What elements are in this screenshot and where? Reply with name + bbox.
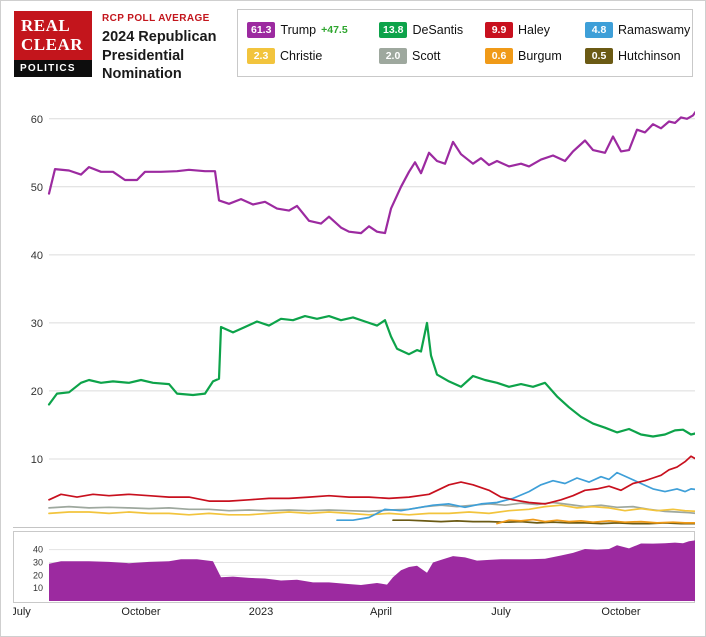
legend-item-christie[interactable]: 2.3 Christie [247,47,375,65]
legend-item-ramaswamy[interactable]: 4.8 Ramaswamy [585,21,691,39]
legend-value-badge: 2.0 [379,47,407,65]
poll-trend-chart[interactable]: 10 20 30 40 50 60 10 20 30 40 July October 2023 April… [13,91,695,623]
title-block: RCP POLL AVERAGE 2024 Republican Preside… [102,13,254,84]
series-line-ramaswamy [336,471,695,522]
series-line-scott [48,501,695,515]
legend-value-badge: 0.6 [485,47,513,65]
spread-area [49,540,695,601]
legend-item-trump[interactable]: 61.3 Trump +47.5 [247,21,375,39]
legend-item-haley[interactable]: 9.9 Haley [485,21,581,39]
legend-value-badge: 9.9 [485,21,513,39]
legend-value-badge: 4.8 [585,21,613,39]
axis-tick-label: 10 [33,583,43,593]
legend-item-scott[interactable]: 2.0 Scott [379,47,481,65]
axis-tick-label: April [370,606,392,618]
series-line-christie [48,504,695,516]
poll-series [47,110,695,525]
chart-legend: 61.3 Trump +47.5 13.8 DeSantis 9.9 Haley 4.8 Ram… [237,9,693,77]
legend-spread-value: +47.5 [321,24,348,36]
page-title: 2024 Republican Presidential Nomination [102,29,217,83]
x-axis-labels: July October 2023 April July October [13,606,641,618]
legend-candidate-name: Trump [280,23,317,37]
axis-tick-label: July [13,606,31,618]
legend-candidate-name: Hutchinson [618,49,681,63]
axis-tick-label: 40 [33,545,43,555]
series-line-haley [48,455,695,505]
rcp-logo[interactable]: REAL CLEAR POLITICS [14,11,92,77]
legend-value-badge: 61.3 [247,21,276,39]
main-gridlines: 10 20 30 40 50 60 [31,114,695,466]
logo-text-real: REAL [21,16,71,35]
axis-tick-label: October [121,606,160,618]
series-line-burgum [496,518,695,525]
series-line-trump [47,110,695,235]
legend-candidate-name: DeSantis [412,23,464,37]
axis-tick-label: 50 [31,182,43,194]
series-line-desantis [47,315,695,438]
axis-tick-label: 60 [31,114,43,126]
legend-item-hutchinson[interactable]: 0.5 Hutchinson [585,47,690,65]
axis-tick-label: 20 [31,386,43,398]
chart-canvas[interactable]: 10 20 30 40 50 60 10 20 30 40 July October 2023 April… [13,91,695,623]
legend-candidate-name: Ramaswamy [618,23,691,37]
legend-value-badge: 13.8 [379,21,408,39]
series-line-hutchinson [392,519,695,525]
axis-tick-label: 40 [31,250,43,262]
legend-value-badge: 2.3 [247,47,275,65]
legend-candidate-name: Christie [280,49,323,63]
axis-tick-label: July [491,606,511,618]
logo-text-politics: POLITICS [14,60,92,77]
legend-candidate-name: Burgum [518,49,562,63]
poll-average-kicker: RCP POLL AVERAGE [102,13,210,24]
axis-tick-label: 2023 [249,606,273,618]
header: REAL CLEAR POLITICS RCP POLL AVERAGE 202… [1,1,705,89]
legend-value-badge: 0.5 [585,47,613,65]
legend-candidate-name: Scott [412,49,441,63]
logo-text-clear: CLEAR [21,35,84,55]
axis-tick-label: 30 [31,318,43,330]
axis-tick-label: 10 [31,454,43,466]
axis-tick-label: 20 [33,570,43,580]
spread-panel: 10 20 30 40 [13,531,695,603]
legend-item-burgum[interactable]: 0.6 Burgum [485,47,581,65]
axis-tick-label: 30 [33,558,43,568]
axis-tick-label: October [601,606,640,618]
legend-item-desantis[interactable]: 13.8 DeSantis [379,21,481,39]
legend-candidate-name: Haley [518,23,550,37]
